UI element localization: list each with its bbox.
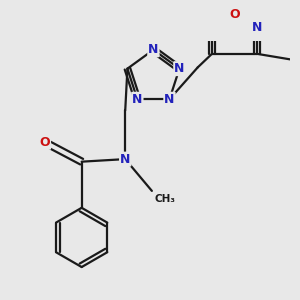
Text: CH₃: CH₃ bbox=[155, 194, 176, 204]
Text: N: N bbox=[164, 93, 175, 106]
Text: N: N bbox=[132, 93, 142, 106]
Text: N: N bbox=[148, 43, 159, 56]
Text: O: O bbox=[229, 8, 240, 21]
Text: N: N bbox=[174, 62, 184, 75]
Text: N: N bbox=[252, 21, 262, 34]
Text: N: N bbox=[120, 153, 130, 166]
Text: O: O bbox=[39, 136, 50, 149]
